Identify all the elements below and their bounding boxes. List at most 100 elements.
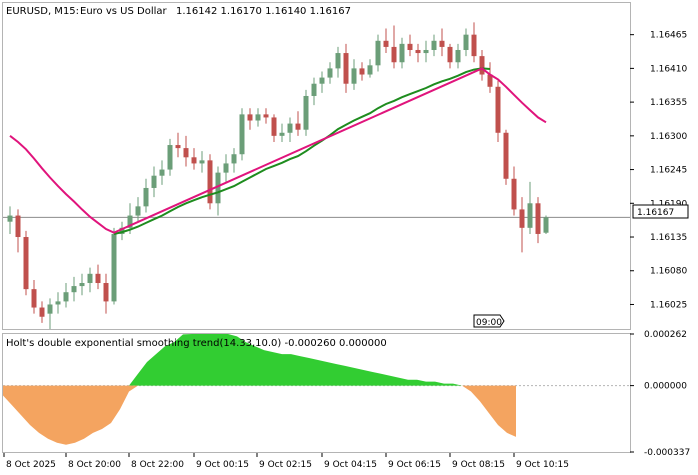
current-price-tag: 1.16167 [632,204,689,219]
candle [463,28,469,57]
candle [519,197,525,253]
candle [295,111,301,136]
candle [103,273,109,314]
candle [471,22,477,63]
time-axis-label: 9 Oct 06:15 [388,460,441,470]
candle [159,160,165,185]
price-axis-label: 1.16245 [650,166,687,176]
price-chart [3,22,630,329]
main-chart-panel[interactable] [2,2,631,330]
candle [215,166,221,216]
candle [247,108,253,130]
candle [455,43,461,69]
candle [415,43,421,63]
candle [319,71,325,93]
indicator-chart [3,334,630,445]
symbol-description: Euro vs US Dollar [80,6,168,17]
candle [303,89,309,136]
candle [167,138,173,176]
price-axis-label: 1.16080 [650,267,687,277]
candle [439,28,445,57]
candle [287,117,293,142]
candle [255,108,261,127]
time-axis-label: 8 Oct 2025 [6,460,56,470]
indicator-axis-label: -0.000337 [644,448,690,458]
candle [119,221,125,241]
candle [39,301,45,323]
candle [87,267,93,293]
candle [503,129,509,185]
price-axis-label: 1.16355 [650,98,687,108]
price-axis-label: 1.16410 [650,64,687,74]
candle [391,25,397,69]
time-axis-label: 8 Oct 20:00 [68,460,121,470]
candle [95,264,101,290]
candle [487,62,493,93]
candle [359,62,365,81]
price-axis-label: 1.16025 [650,300,687,310]
ma_fast-line [113,67,491,235]
indicator-axis-label: 0.000000 [644,382,687,392]
candle [55,292,61,314]
candle [71,276,77,302]
candle [199,151,205,173]
axes: 1.16465 1.16410 1.16355 1.16300 1.16245 1.161… [3,31,690,470]
crosshair-time-tag: 09:00 [473,314,505,328]
candle [191,148,197,170]
candle [7,206,13,234]
candle [47,298,53,329]
price-axis-label: 1.16190 [650,199,687,209]
candle [271,114,277,142]
ohlc-values: 1.16142 1.16170 1.16140 1.16167 [176,6,351,17]
candle [407,34,413,57]
candle [527,181,533,234]
indicator-title: Holt's double exponential smoothing tren… [6,338,387,349]
candle [23,230,29,296]
candle [351,59,357,90]
candle [143,178,149,213]
candle [431,34,437,57]
candle [239,108,245,161]
candle [79,273,85,296]
candle [263,108,269,124]
candle [135,197,141,222]
candle [511,166,517,216]
ma_slow-line [9,67,547,234]
candle [231,148,237,173]
candle [175,132,181,158]
candle [479,49,485,81]
candle [151,166,157,198]
candle [111,227,117,305]
candle [543,215,549,234]
candle [367,59,373,78]
time-axis-label: 9 Oct 04:15 [324,460,377,470]
candle [279,123,285,142]
time-axis-label: 9 Oct 02:15 [259,460,312,470]
current-price-label: 1.16167 [637,208,674,218]
indicator-axis-label: 0.000262 [644,330,687,340]
time-axis-label: 9 Oct 00:15 [196,460,249,470]
candle [63,283,69,308]
candle [327,62,333,84]
symbol-timeframe: EURUSD, M15: [6,6,79,17]
candle [311,77,317,106]
price-axis-label: 1.16300 [650,132,687,142]
trend-positive-area [3,334,516,386]
candle [335,46,341,78]
candle [207,154,213,210]
candle [375,34,381,72]
candle [183,135,189,167]
candle [495,80,501,142]
price-axis-label: 1.16465 [650,31,687,41]
indicator-panel[interactable] [2,333,631,453]
candle [223,154,229,182]
candle [383,28,389,54]
candle [31,279,37,314]
time-axis-label: 8 Oct 22:00 [131,460,184,470]
time-axis-label: 9 Oct 10:15 [516,460,569,470]
candle [15,209,21,253]
candle [343,43,349,93]
candle [535,197,541,244]
candle [399,37,405,69]
